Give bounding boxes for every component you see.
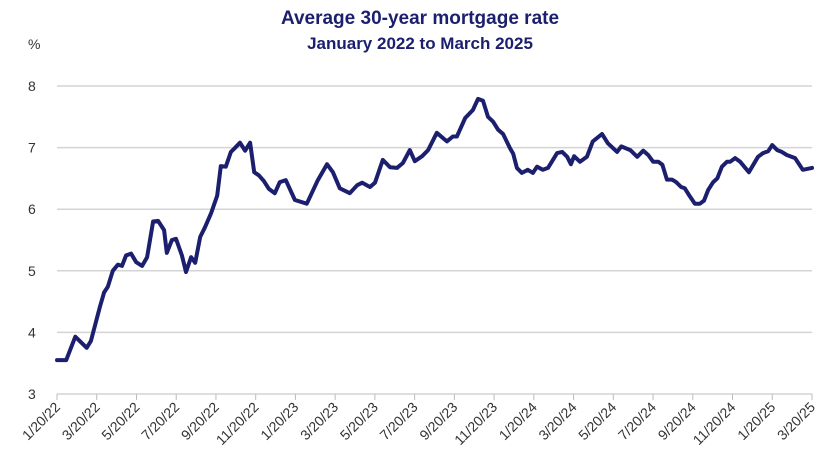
series-line-mortgage-rate (55, 96, 814, 363)
x-tick-label: 3/20/23 (297, 399, 341, 443)
x-tick-label: 3/20/25 (774, 399, 818, 443)
y-axis-label: % (28, 36, 40, 52)
x-tick-label: 5/20/23 (337, 399, 381, 443)
x-tick-label: 3/20/24 (535, 399, 579, 443)
x-tick-label: 11/20/23 (451, 399, 500, 448)
y-tick-label: 6 (28, 201, 36, 217)
y-tick-label: 8 (28, 78, 36, 94)
y-tick-label: 5 (28, 263, 36, 279)
y-tick-label: 4 (28, 324, 36, 340)
x-tick-label: 11/20/24 (690, 399, 739, 448)
x-tick-label: 3/20/22 (59, 399, 103, 443)
x-tick-label: 1/20/23 (257, 399, 301, 443)
x-tick-label: 7/20/24 (615, 399, 659, 443)
x-tick-label: 1/20/22 (19, 399, 63, 443)
x-tick-label: 7/20/23 (376, 399, 420, 443)
x-tick-label: 1/20/25 (734, 399, 778, 443)
x-tick-label: 7/20/22 (138, 399, 182, 443)
x-tick-label: 11/20/22 (213, 399, 262, 448)
x-tick-label: 5/20/24 (575, 399, 619, 443)
y-tick-label: 7 (28, 140, 36, 156)
x-tick-label: 5/20/22 (98, 399, 142, 443)
y-tick-label: 3 (28, 386, 36, 402)
x-tick-label: 1/20/24 (496, 399, 540, 443)
chart-title: Average 30-year mortgage rate (280, 8, 560, 29)
chart-subtitle: January 2022 to March 2025 (307, 34, 533, 53)
